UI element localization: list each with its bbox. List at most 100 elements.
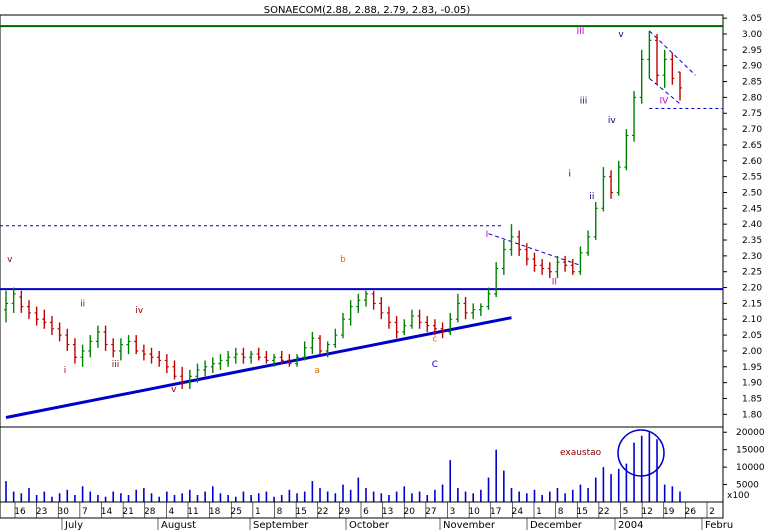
price-tick-label: 2.85 (742, 78, 762, 88)
ohlc-bar (325, 341, 330, 358)
ohlc-bar (624, 129, 629, 171)
wave-label: c (432, 334, 437, 344)
ohlc-bar (118, 338, 123, 361)
trendline (488, 233, 581, 266)
ohlc-bar (356, 293, 361, 313)
month-labels: July August September October November Decemb… (61, 518, 733, 530)
ohlc-bar (394, 316, 399, 339)
ohlc-bar (65, 328, 70, 351)
price-tick-label: 2.80 (742, 93, 762, 103)
price-tick-label: 2.05 (742, 331, 762, 341)
ohlc-bar (609, 170, 614, 199)
ohlc-bar (578, 246, 583, 275)
volume-tick-label: 10000 (736, 463, 765, 473)
month-label: 2004 (618, 520, 643, 530)
ohlc-bar (639, 49, 644, 104)
wave-label: ii (80, 300, 85, 310)
price-tick-label: 2.90 (742, 62, 762, 72)
wave-label: I (486, 230, 489, 240)
ohlc-bar (310, 331, 315, 355)
ohlc-bar (264, 350, 269, 364)
ohlc-bar (463, 297, 468, 320)
ohlc-bar (540, 259, 545, 275)
ohlc-bar (632, 91, 637, 142)
volume-axis: 20000 15000 10000 5000 (723, 428, 765, 491)
wave-label: b (340, 255, 346, 265)
ohlc-bar (19, 290, 24, 313)
trendline (5, 316, 512, 419)
volume-tick-label: 20000 (736, 428, 765, 438)
wave-label: C (432, 360, 438, 370)
ohlc-bar (647, 30, 652, 79)
ohlc-bar (409, 309, 414, 329)
ohlc-bar (471, 303, 476, 320)
ohlc-bar (26, 300, 31, 320)
wave-label: iv (135, 306, 144, 316)
day-tick-label: 8 (558, 507, 564, 517)
volume-panel-frame (0, 426, 724, 503)
day-tick-label: 2 (709, 507, 715, 517)
price-panel-frame (0, 14, 724, 428)
wave-label: a (314, 366, 320, 376)
price-tick-label: 2.15 (742, 299, 762, 309)
price-tick-label: 3.05 (742, 14, 762, 24)
ohlc-bar (57, 322, 62, 342)
price-tick-label: 1.80 (742, 410, 762, 420)
ohlc-bar (417, 309, 422, 329)
ohlc-bar (494, 262, 499, 298)
ohlc-bar (448, 312, 453, 336)
price-tick-label: 2.25 (742, 268, 762, 278)
ohlc-bar (295, 354, 300, 367)
month-label: August (161, 520, 196, 530)
day-tick-label: 22 (317, 507, 328, 517)
day-tick-label: 6 (363, 507, 369, 517)
ohlc-bar (363, 290, 368, 307)
day-tick-label: 13 (382, 507, 393, 517)
day-tick-label: 30 (58, 507, 70, 517)
ohlc-bar (187, 369, 192, 389)
price-tick-label: 2.00 (742, 347, 762, 357)
wave-label: i (64, 366, 67, 376)
price-tick-label: 2.20 (742, 284, 762, 294)
wave-label: v (7, 255, 13, 265)
day-tick-label: 15 (295, 507, 306, 517)
month-label: December (530, 520, 583, 530)
price-tick-label: 2.50 (742, 188, 762, 198)
chart-title: SONAECOM(2.88, 2.88, 2.79, 2.83, -0.05) (264, 5, 471, 16)
day-tick-label: 7 (82, 507, 88, 517)
ohlc-bar (517, 230, 522, 256)
day-tick-label: 10 (468, 507, 480, 517)
volume-bars (5, 432, 681, 502)
price-tick-label: 2.40 (742, 220, 762, 230)
ohlc-bar (172, 360, 177, 380)
day-tick-label: 17 (490, 507, 501, 517)
price-tick-label: 1.95 (742, 363, 762, 373)
ohlc-bar (164, 354, 169, 374)
ohlc-bar (455, 293, 460, 323)
wave-label: v (618, 30, 624, 40)
price-tick-label: 2.70 (742, 125, 762, 135)
ohlc-bar (241, 347, 246, 364)
day-tick-label: 23 (36, 507, 47, 517)
ohlc-bar (478, 303, 483, 317)
ohlc-bar (256, 347, 261, 361)
ohlc-bar (210, 357, 215, 374)
ohlc-bar (563, 255, 568, 272)
ohlc-bar (662, 49, 667, 88)
day-tick-label: 1 (536, 507, 542, 517)
wave-label: v (171, 385, 177, 395)
ohlc-bar (371, 290, 376, 310)
day-tick-label: 24 (512, 507, 524, 517)
month-label: November (443, 520, 496, 530)
day-tick-label: 4 (169, 507, 175, 517)
day-tick-label: 20 (404, 507, 416, 517)
ohlc-bar (601, 167, 606, 212)
ohlc-bar (402, 319, 407, 336)
day-tick-label: 16 (14, 507, 26, 517)
ohlc-bar (379, 297, 384, 320)
month-label: October (349, 520, 390, 530)
month-label: September (253, 520, 309, 530)
wave-label: iii (580, 97, 588, 107)
ohlc-bar (547, 262, 552, 279)
